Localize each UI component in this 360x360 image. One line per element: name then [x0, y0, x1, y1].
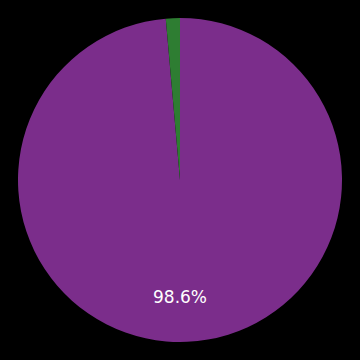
svg-text:98.6%: 98.6%	[153, 287, 207, 307]
